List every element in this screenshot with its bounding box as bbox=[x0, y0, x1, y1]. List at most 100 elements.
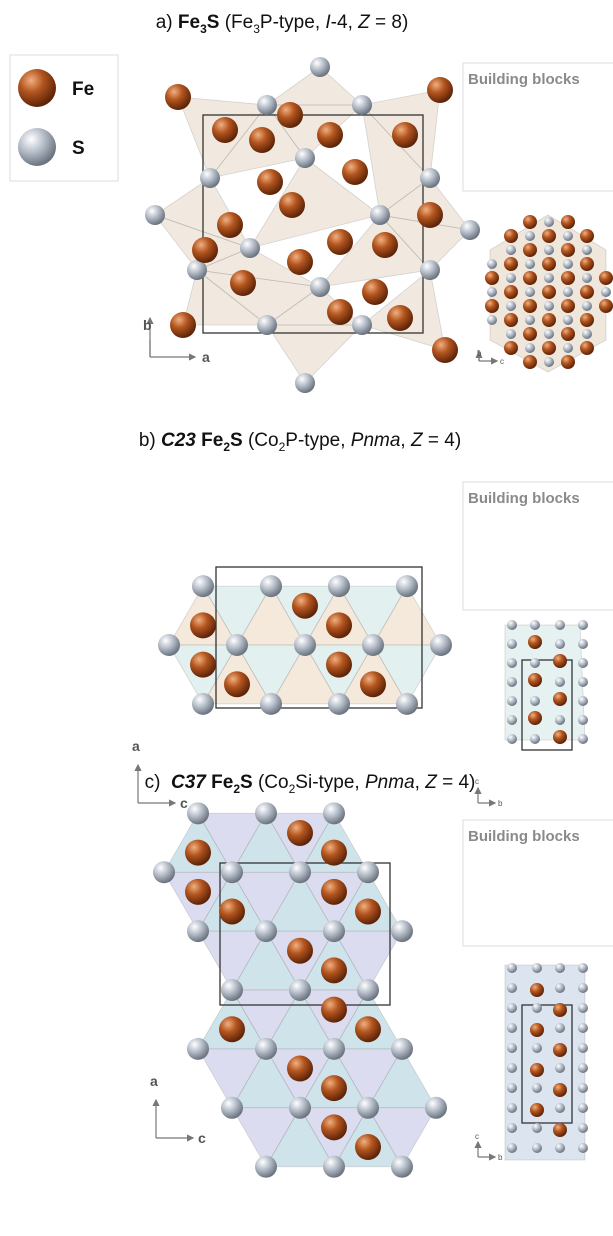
axis-label: a bbox=[150, 1073, 158, 1089]
title-part: P-type, bbox=[285, 430, 350, 451]
fe-atom bbox=[561, 243, 575, 257]
fe-atom bbox=[553, 1003, 567, 1017]
fe-atom bbox=[190, 652, 216, 678]
title-part: C23 bbox=[161, 430, 196, 451]
s-atom bbox=[507, 734, 517, 744]
fe-atom bbox=[485, 271, 499, 285]
s-atom bbox=[563, 315, 573, 325]
s-atom bbox=[507, 1003, 517, 1013]
s-atom bbox=[525, 259, 535, 269]
s-atom bbox=[507, 1023, 517, 1033]
s-atom bbox=[525, 315, 535, 325]
s-atom bbox=[460, 220, 480, 240]
s-atom bbox=[391, 1156, 413, 1178]
s-atom bbox=[221, 861, 243, 883]
title-part: S bbox=[207, 12, 220, 33]
s-atom bbox=[544, 357, 554, 367]
s-atom bbox=[255, 1156, 277, 1178]
s-atom bbox=[530, 696, 540, 706]
fe-atom bbox=[504, 285, 518, 299]
s-atom bbox=[582, 329, 592, 339]
title-part: S bbox=[240, 772, 253, 793]
s-atom bbox=[192, 693, 214, 715]
axis-label: c bbox=[180, 795, 188, 811]
s-atom bbox=[582, 245, 592, 255]
s-atom bbox=[187, 1038, 209, 1060]
s-atom bbox=[187, 802, 209, 824]
s-atom bbox=[544, 329, 554, 339]
s-atom bbox=[352, 95, 372, 115]
s-atom bbox=[310, 57, 330, 77]
s-atom bbox=[544, 273, 554, 283]
fe-atom bbox=[530, 1103, 544, 1117]
fe-atom bbox=[528, 635, 542, 649]
s-atom bbox=[357, 1097, 379, 1119]
s-atom bbox=[362, 634, 384, 656]
s-atom bbox=[544, 245, 554, 255]
s-atom bbox=[544, 217, 554, 227]
fe-atom bbox=[523, 243, 537, 257]
s-atom bbox=[555, 1143, 565, 1153]
fe-atom bbox=[362, 279, 388, 305]
fe-atom bbox=[355, 1016, 381, 1042]
s-atom bbox=[487, 315, 497, 325]
s-atom bbox=[506, 329, 516, 339]
legend-fe-swatch bbox=[18, 69, 56, 107]
s-atom bbox=[328, 693, 350, 715]
s-atom bbox=[289, 979, 311, 1001]
s-atom bbox=[396, 575, 418, 597]
fe-atom bbox=[321, 879, 347, 905]
s-atom bbox=[555, 639, 565, 649]
s-atom bbox=[295, 373, 315, 393]
fe-atom bbox=[553, 730, 567, 744]
s-atom bbox=[370, 205, 390, 225]
fe-atom bbox=[485, 299, 499, 313]
s-atom bbox=[532, 1143, 542, 1153]
title-part: C37 bbox=[171, 772, 207, 793]
panel-title: c) C37 Fe2S (Co2Si-type, Pnma, Z = 4) bbox=[145, 772, 476, 796]
s-atom bbox=[578, 963, 588, 973]
fe-atom bbox=[542, 257, 556, 271]
fe-atom bbox=[580, 229, 594, 243]
fe-atom bbox=[542, 341, 556, 355]
fe-atom bbox=[287, 249, 313, 275]
s-atom bbox=[294, 634, 316, 656]
axis-label: b bbox=[477, 349, 482, 358]
s-atom bbox=[257, 315, 277, 335]
s-atom bbox=[507, 1043, 517, 1053]
s-atom bbox=[145, 205, 165, 225]
s-atom bbox=[578, 1143, 588, 1153]
s-atom bbox=[530, 734, 540, 744]
legend-s-swatch bbox=[18, 128, 56, 166]
fe-atom bbox=[553, 654, 567, 668]
axis-label: c bbox=[500, 357, 504, 366]
polyhedron-face bbox=[267, 325, 362, 383]
fe-atom bbox=[553, 1123, 567, 1137]
building-label: Building blocks bbox=[468, 71, 580, 88]
s-atom bbox=[525, 343, 535, 353]
panel-title: b) C23 Fe2S (Co2P-type, Pnma, Z = 4) bbox=[139, 430, 461, 454]
title-part: Pnma bbox=[351, 430, 401, 451]
s-atom bbox=[507, 715, 517, 725]
axis-label: b bbox=[498, 799, 503, 808]
s-atom bbox=[544, 301, 554, 311]
s-atom bbox=[532, 963, 542, 973]
s-atom bbox=[563, 343, 573, 353]
fe-atom bbox=[504, 341, 518, 355]
fe-atom bbox=[553, 1083, 567, 1097]
s-atom bbox=[506, 273, 516, 283]
fe-atom bbox=[217, 212, 243, 238]
axis-label: b bbox=[498, 1153, 503, 1162]
s-atom bbox=[506, 301, 516, 311]
s-atom bbox=[578, 696, 588, 706]
s-atom bbox=[555, 1103, 565, 1113]
fe-atom bbox=[342, 159, 368, 185]
s-atom bbox=[578, 715, 588, 725]
fe-atom bbox=[561, 299, 575, 313]
s-atom bbox=[257, 95, 277, 115]
title-part: (Fe bbox=[219, 12, 253, 33]
s-atom bbox=[582, 273, 592, 283]
fe-atom bbox=[287, 1056, 313, 1082]
s-atom bbox=[578, 1123, 588, 1133]
building-label: Building blocks bbox=[468, 828, 580, 845]
